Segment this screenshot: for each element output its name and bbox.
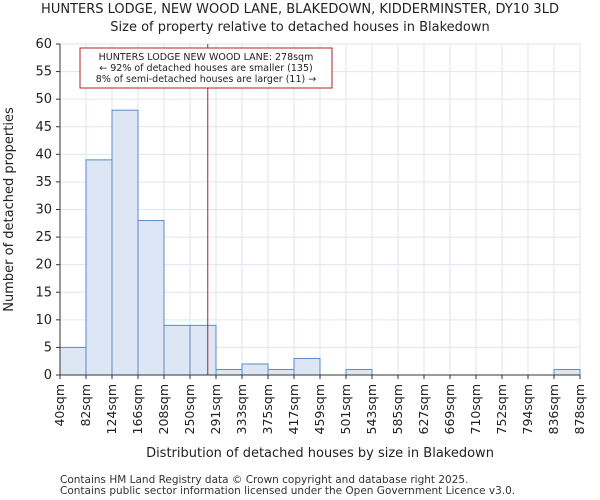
histogram-bar (137, 220, 165, 376)
x-tick-label: 40sqm (52, 384, 67, 427)
x-tick-label: 459sqm (312, 384, 327, 434)
chart-title: HUNTERS LODGE, NEW WOOD LANE, BLAKEDOWN,… (0, 1, 600, 37)
histogram-bar (85, 159, 113, 376)
x-tick-label: 543sqm (364, 384, 379, 434)
x-axis-label: Distribution of detached houses by size … (146, 446, 494, 461)
y-tick-label: 5 (44, 340, 52, 355)
y-tick-label: 35 (35, 175, 52, 190)
x-tick-label: 250sqm (182, 384, 197, 434)
y-tick-label: 55 (35, 65, 52, 80)
x-tick-label: 836sqm (546, 384, 561, 434)
x-tick-label: 82sqm (78, 384, 93, 427)
footer-line-2: Contains public sector information licen… (60, 485, 516, 497)
histogram-bar (215, 368, 243, 376)
x-tick-label: 417sqm (286, 384, 301, 434)
x-tick-label: 878sqm (572, 384, 587, 434)
x-tick-label: 710sqm (468, 384, 483, 434)
annotation-text-line: HUNTERS LODGE NEW WOOD LANE: 278sqm (99, 52, 314, 63)
histogram-bar (163, 324, 191, 376)
y-tick-label: 10 (35, 313, 52, 328)
x-tick-label: 585sqm (390, 384, 405, 434)
y-tick-label: 20 (35, 258, 52, 273)
x-tick-label: 375sqm (260, 384, 275, 434)
x-tick-label: 794sqm (520, 384, 535, 434)
x-tick-label: 291sqm (208, 384, 223, 434)
x-tick-label: 627sqm (416, 384, 431, 434)
histogram-bar (111, 109, 139, 376)
annotation-box (79, 47, 333, 89)
histogram-bar (241, 363, 269, 376)
histogram-bar (345, 368, 373, 376)
y-axis-label: Number of detached properties (2, 107, 17, 312)
y-tick-label: 15 (35, 285, 52, 300)
histogram-bar (553, 368, 581, 376)
y-tick-label: 50 (35, 92, 52, 107)
x-tick-label: 752sqm (494, 384, 509, 434)
y-tick-label: 45 (35, 120, 52, 135)
y-tick-label: 0 (44, 368, 52, 383)
x-tick-label: 124sqm (104, 384, 119, 434)
chart-title-line: HUNTERS LODGE, NEW WOOD LANE, BLAKEDOWN,… (41, 2, 559, 17)
histogram-bar (59, 346, 87, 376)
x-tick-label: 166sqm (130, 384, 145, 434)
histogram-bar (293, 357, 321, 376)
footer-line-1: Contains HM Land Registry data © Crown c… (60, 474, 469, 486)
x-tick-label: 669sqm (442, 384, 457, 434)
x-tick-label: 208sqm (156, 384, 171, 434)
chart-subtitle: Size of property relative to detached ho… (110, 20, 490, 35)
annotation-text-line: 8% of semi-detached houses are larger (1… (96, 74, 316, 85)
x-tick-label: 501sqm (338, 384, 353, 434)
y-tick-label: 60 (35, 37, 52, 52)
x-tick-label: 333sqm (234, 384, 249, 434)
y-tick-label: 30 (35, 203, 52, 218)
annotation-text-line: ← 92% of detached houses are smaller (13… (99, 63, 312, 74)
histogram-bar (189, 324, 217, 376)
y-tick-label: 40 (35, 147, 52, 162)
histogram-bar (267, 368, 295, 376)
y-tick-label: 25 (35, 230, 52, 245)
